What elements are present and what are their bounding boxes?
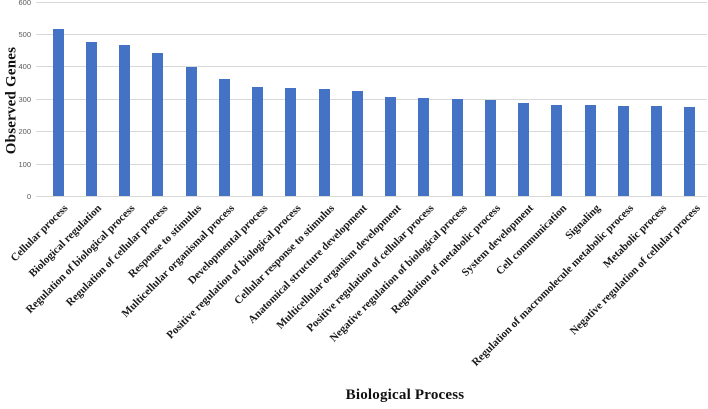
bar-15: [518, 103, 530, 197]
y-tick-label-0: 0: [26, 192, 31, 201]
bar-6: [218, 78, 230, 197]
bar-18: [617, 105, 629, 197]
y-tick-label-200: 200: [18, 127, 31, 137]
bar-8: [285, 87, 297, 197]
gridline-0: [36, 196, 707, 197]
bar-3: [119, 45, 131, 197]
bar-12: [418, 97, 430, 197]
bar-2: [85, 41, 97, 197]
gridline-600: [36, 1, 707, 3]
y-axis-title: Observed Genes: [3, 46, 20, 155]
bar-5: [185, 67, 197, 197]
x-axis-title: Biological Process: [345, 387, 465, 403]
bar-20: [684, 107, 696, 197]
y-tick-label-100: 100: [18, 159, 31, 169]
gridline-400: [36, 66, 707, 68]
bar-11: [385, 96, 397, 197]
bar-10: [351, 91, 363, 197]
bar-17: [584, 105, 596, 197]
bar-14: [484, 100, 496, 197]
gridline-100: [36, 163, 707, 165]
y-tick-label-500: 500: [18, 29, 31, 39]
gridline-500: [36, 33, 707, 35]
y-tick-label-300: 300: [18, 94, 31, 104]
bar-7: [252, 87, 264, 197]
bar-4: [152, 52, 164, 197]
x-category-label-1: Cellular process: [8, 202, 71, 265]
y-tick-label-400: 400: [18, 62, 31, 72]
gridline-300: [36, 98, 707, 100]
y-tick-label-600: 600: [18, 0, 31, 7]
bar-19: [651, 106, 663, 197]
gridline-200: [36, 131, 707, 133]
bar-13: [451, 98, 463, 197]
bar-16: [551, 104, 563, 197]
bar-1: [52, 28, 64, 197]
bar-9: [318, 88, 330, 197]
x-category-label-11: Multicellular organism development: [274, 202, 404, 332]
